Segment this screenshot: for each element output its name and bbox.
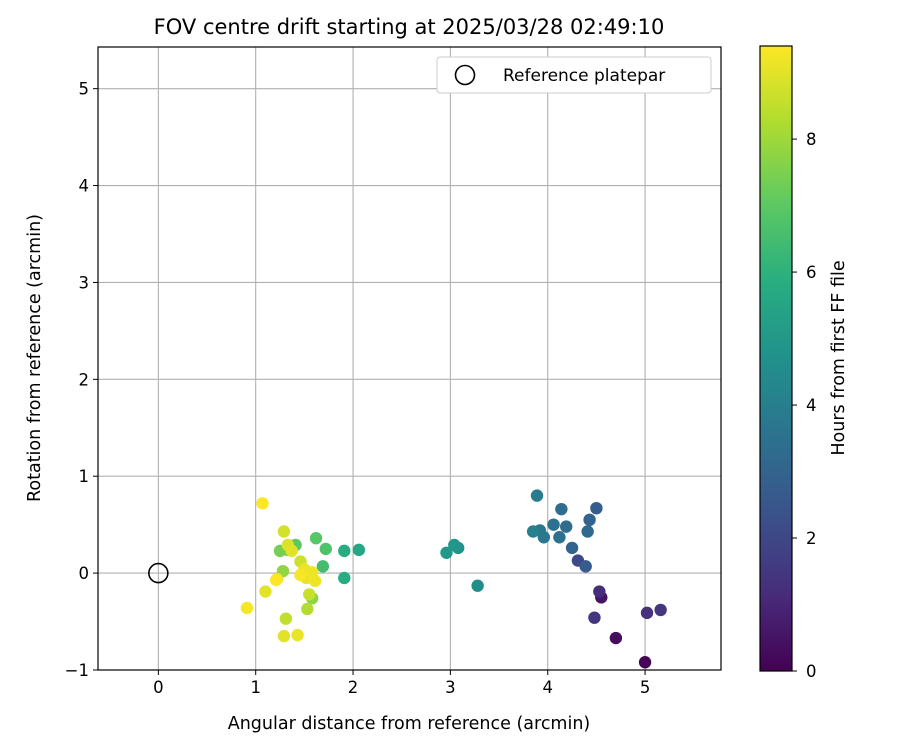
scatter-point [277,629,291,643]
colorbar-tick-label: 0 [806,662,817,681]
colorbar-label: Hours from first FF file [829,260,849,455]
x-tick-label: 5 [640,678,651,697]
scatter-point [526,525,540,538]
scatter-point [440,546,453,559]
legend-entry-label: Reference platepar [503,66,665,86]
x-tick-label: 0 [153,678,164,697]
scatter-point [277,525,291,538]
scatter-point [303,588,316,601]
x-tick-label: 4 [542,678,553,697]
scatter-point [316,560,330,573]
scatter-point [285,544,298,558]
x-axis-ticks: 0 1 2 3 4 5 [153,670,650,697]
legend: Reference platepar [436,56,712,94]
scatter-point [256,497,269,510]
scatter-point [579,560,592,573]
grid-lines [98,47,721,671]
colorbar-tick-label: 4 [806,396,817,415]
colorbar: 0 2 4 6 8 Hours from first FF file [759,45,849,681]
scatter-point [301,602,314,616]
scatter-point [471,579,484,592]
scatter-point [583,513,596,527]
scatter-point [279,612,293,625]
scatter-point [593,585,606,598]
scatter-point [269,573,283,587]
chart-title: FOV centre drift starting at 2025/03/28 … [154,15,665,39]
scatter-point [291,628,304,642]
scatter-point [565,541,579,555]
y-tick-label: 5 [79,80,90,99]
reference-point-marker [148,562,169,584]
scatter-point [240,601,254,615]
y-tick-label: 2 [79,370,90,389]
y-tick-label: 1 [79,467,90,486]
scatter-point [308,574,322,588]
colorbar-ticks: 0 2 4 6 8 [792,130,817,681]
scatter-point [259,585,272,598]
y-axis-ticks: −1 0 1 2 3 4 5 [65,80,98,680]
colorbar-tick-label: 2 [806,529,817,548]
colorbar-tick-label: 6 [806,263,817,282]
scatter-point [609,631,623,645]
scatter-point [638,656,652,669]
scatter-point [547,518,560,531]
x-tick-label: 3 [445,678,456,697]
scatter-point [319,542,332,556]
scatter-point [553,531,566,544]
legend-box [436,56,712,94]
scatter-point [448,538,461,552]
y-axis-label: Rotation from reference (arcmin) [25,214,45,502]
plot-frame [97,46,722,671]
scatter-point [555,502,568,516]
x-axis-label: Angular distance from reference (arcmin) [228,714,591,734]
scatter-points [240,489,667,669]
scatter-point [294,568,307,582]
scatter-point [338,544,351,558]
y-tick-label: 4 [79,177,90,196]
scatter-point [338,571,351,585]
scatter-point [581,525,594,538]
scatter-point [654,603,667,617]
scatter-point [352,543,366,557]
x-tick-label: 1 [250,678,261,697]
colorbar-gradient [759,45,793,672]
scatter-point [530,489,544,502]
x-tick-label: 2 [348,678,359,697]
legend-marker [454,64,476,86]
y-tick-label: −1 [65,661,89,680]
scatter-point [309,532,323,545]
y-tick-label: 0 [79,564,90,583]
scatter-point [588,611,601,624]
colorbar-tick-label: 8 [806,130,817,149]
scatter-point [640,606,654,620]
y-tick-label: 3 [79,273,90,292]
scatter-point [590,501,603,515]
scatter-point [560,520,573,533]
